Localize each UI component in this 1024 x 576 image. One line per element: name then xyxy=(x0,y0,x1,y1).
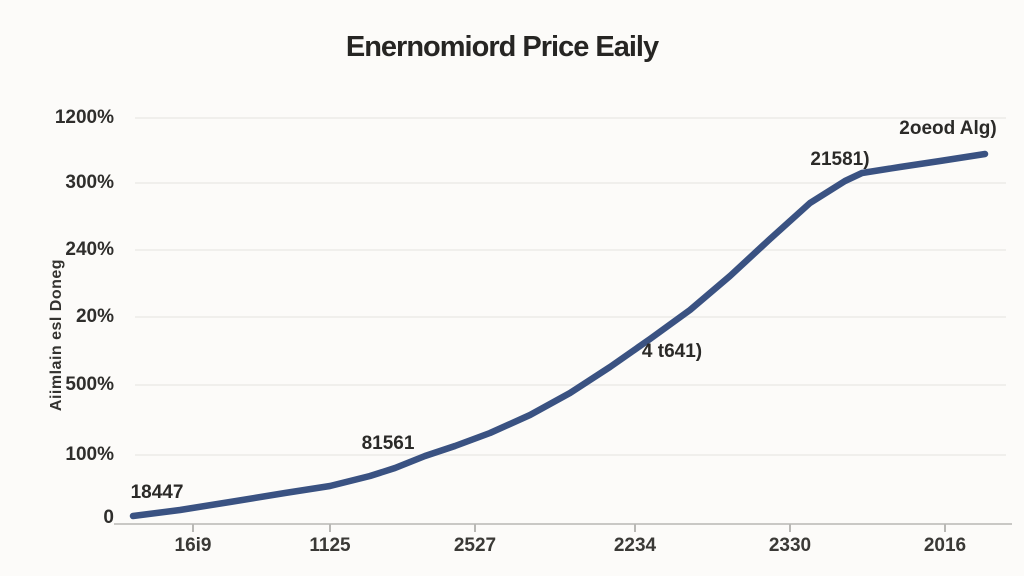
y-tick-label: 300% xyxy=(65,172,114,193)
price-line xyxy=(129,150,989,520)
x-tick-label: 2527 xyxy=(453,535,497,556)
x-tick-label: 1125 xyxy=(309,535,351,556)
x-tick-label: 2234 xyxy=(613,535,657,556)
y-tick-label: 500% xyxy=(65,374,114,395)
data-point-label: 21581) xyxy=(810,149,870,170)
chart-title: Enernomiord Price Eaily xyxy=(345,31,659,63)
data-point-label: 4 t641) xyxy=(641,341,703,362)
data-point-label: 81561 xyxy=(361,433,415,454)
data-point-label: 2oeod Alg) xyxy=(899,118,997,139)
data-point-label: 18447 xyxy=(130,482,184,503)
y-tick-label: 0 xyxy=(103,507,114,528)
x-tick-label: 2330 xyxy=(768,535,812,556)
y-tick-label: 100% xyxy=(65,444,114,465)
x-tick-label: 16i9 xyxy=(174,535,212,556)
y-tick-label: 20% xyxy=(75,306,114,327)
y-tick-label: 240% xyxy=(65,239,114,260)
y-tick-label: 1200% xyxy=(54,107,114,128)
x-tick-label: 2016 xyxy=(923,535,967,556)
